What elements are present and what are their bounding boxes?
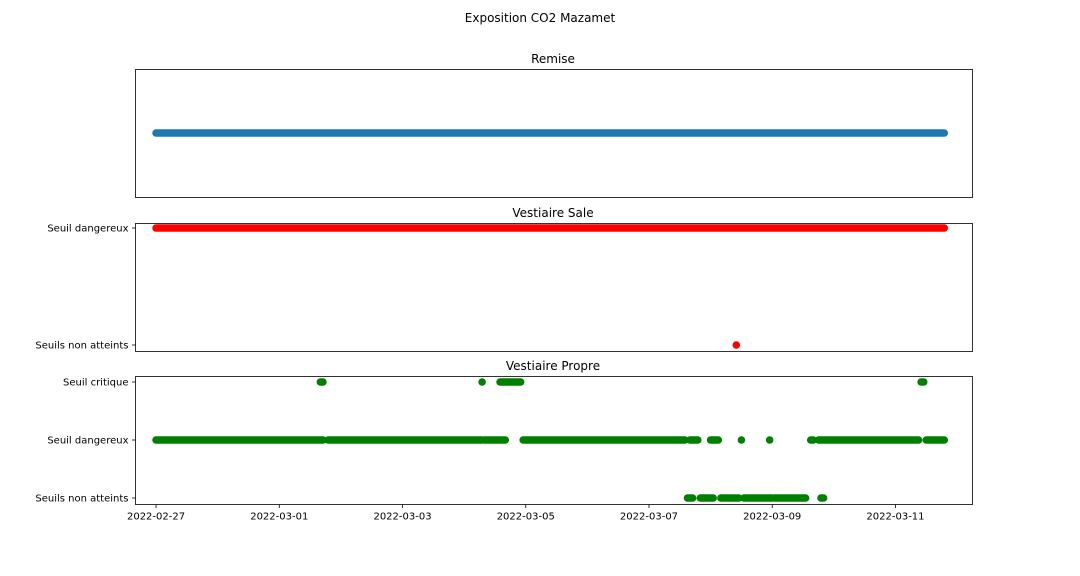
y-ticks-vestiaire-sale: Seuils non atteints Seuil dangereux bbox=[35, 224, 135, 352]
x-tick-label: 2022-02-27 bbox=[127, 512, 185, 523]
y-tick-label: Seuils non atteints bbox=[35, 341, 128, 352]
figure-title: Exposition CO2 Mazamet bbox=[465, 11, 616, 25]
data-point bbox=[738, 436, 746, 444]
x-tick-label: 2022-03-01 bbox=[250, 512, 308, 523]
subplot-vestiaire-sale: Vestiaire Sale Seuils non atteints Seuil … bbox=[35, 206, 972, 352]
data-point bbox=[732, 341, 740, 349]
y-tick-label: Seuil dangereux bbox=[47, 436, 128, 447]
x-tick-label: 2022-03-11 bbox=[866, 512, 924, 523]
subplot-remise: Remise bbox=[136, 52, 973, 198]
x-axis-ticks: 2022-02-27 2022-03-01 2022-03-03 2022-03-05… bbox=[127, 505, 925, 523]
data-point bbox=[766, 436, 774, 444]
y-ticks-vestiaire-propre: Seuils non atteints Seuil dangereux Seuil … bbox=[35, 378, 135, 505]
marks-vestiaire-sale bbox=[156, 228, 944, 349]
subplot-vestiaire-propre: Vestiaire Propre Seuils non atteintsSeui… bbox=[35, 359, 972, 505]
x-tick-label: 2022-03-07 bbox=[620, 512, 678, 523]
y-tick-label: Seuils non atteints bbox=[35, 494, 128, 505]
x-tick-label: 2022-03-09 bbox=[743, 512, 801, 523]
subplot-title-vestiaire-sale: Vestiaire Sale bbox=[512, 206, 593, 220]
x-tick-label: 2022-03-05 bbox=[497, 512, 555, 523]
y-tick-label: Seuil dangereux bbox=[47, 224, 128, 235]
y-tick-label: Seuil critique bbox=[63, 378, 129, 389]
subplot-title-remise: Remise bbox=[531, 52, 575, 66]
subplot-title-vestiaire-propre: Vestiaire Propre bbox=[506, 359, 600, 373]
data-point bbox=[478, 378, 486, 386]
axes-frame-vestiaire-sale bbox=[136, 224, 973, 352]
x-tick-label: 2022-03-03 bbox=[373, 512, 431, 523]
marks-vestiaire-propre bbox=[156, 378, 944, 498]
